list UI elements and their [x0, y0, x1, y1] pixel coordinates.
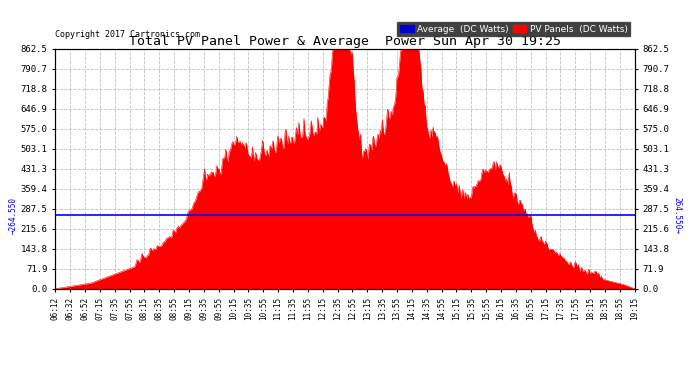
Text: 264.550→: 264.550→: [673, 196, 682, 234]
Text: →264.550: →264.550: [8, 196, 17, 234]
Legend: Average  (DC Watts), PV Panels  (DC Watts): Average (DC Watts), PV Panels (DC Watts): [397, 22, 630, 36]
Text: Copyright 2017 Cartronics.com: Copyright 2017 Cartronics.com: [55, 30, 200, 39]
Title: Total PV Panel Power & Average  Power Sun Apr 30 19:25: Total PV Panel Power & Average Power Sun…: [129, 34, 561, 48]
